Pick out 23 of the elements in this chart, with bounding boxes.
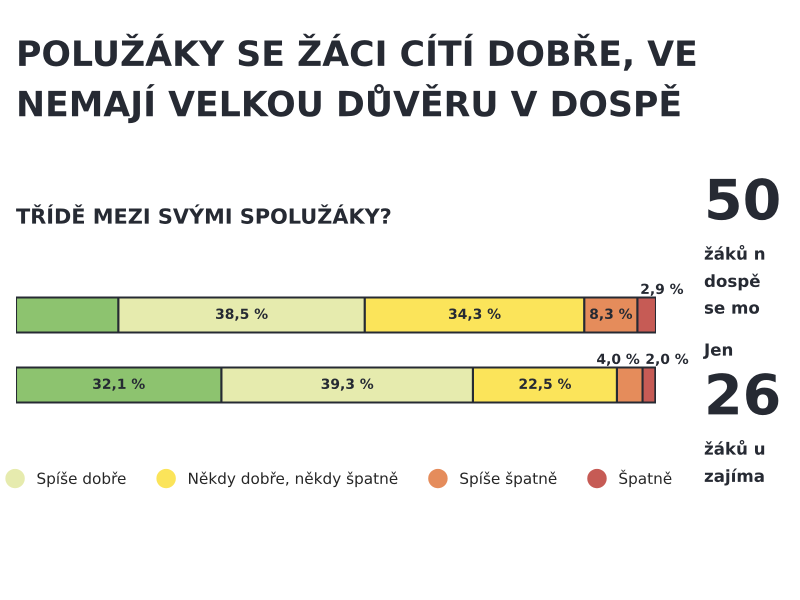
text: 26 xyxy=(708,373,778,416)
text: se mo xyxy=(704,304,760,314)
legend-label: Spíše dobře xyxy=(37,472,126,488)
text: žáků u xyxy=(704,440,764,455)
data-label: 8,3 % xyxy=(590,308,632,321)
data-label: 34,3 % xyxy=(448,308,501,321)
text: Jen xyxy=(703,343,732,359)
data-label: 2,9 % xyxy=(641,284,684,296)
data-label: 2,0 % xyxy=(646,354,688,366)
legend-label: Spíše špatně xyxy=(460,472,556,488)
text: žáků n xyxy=(704,244,764,260)
text: dospě xyxy=(704,274,760,290)
legend-label: Někdy dobře, někdy špatně xyxy=(189,472,398,488)
data-label: 38,5 % xyxy=(216,308,268,321)
chart-title: POLUŽÁKY SE ŽÁCI CÍTÍ DOBŘE, VE NEMAJÍ VELKOU DŮVĚRU V DOSPĚ xyxy=(19,34,696,124)
chart-subtitle: TŘÍDĚ MEZI SVÝMI SPOLUŽÁKY? xyxy=(16,204,390,224)
data-label: 39,3 % xyxy=(322,378,374,391)
text: 50 xyxy=(708,178,779,220)
data-label: 32,1 % xyxy=(93,378,145,391)
data-label: 4,0 % xyxy=(597,354,640,366)
legend-label: Špatně xyxy=(619,470,672,488)
text: zajíma xyxy=(704,468,764,486)
data-label: 22,5 % xyxy=(520,378,572,391)
